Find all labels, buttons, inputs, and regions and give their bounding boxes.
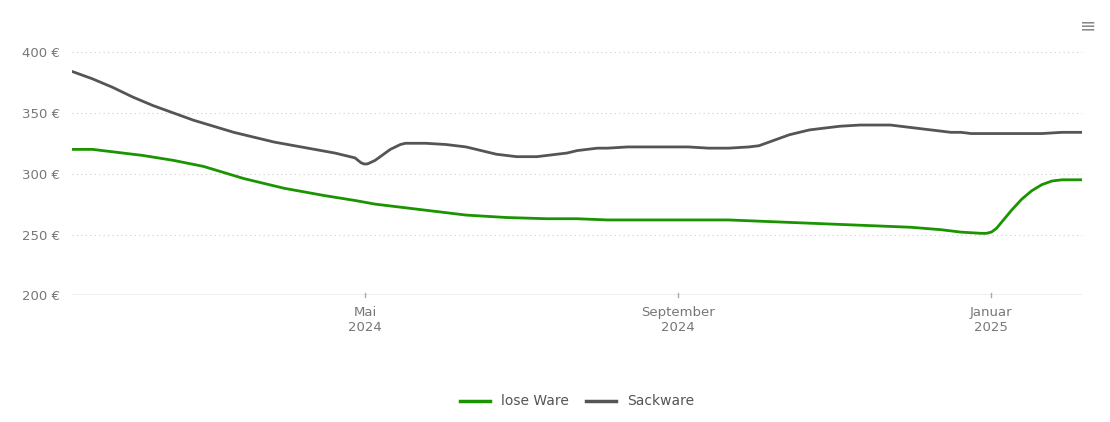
Legend: lose Ware, Sackware: lose Ware, Sackware bbox=[454, 389, 700, 414]
Text: ≡: ≡ bbox=[1080, 17, 1097, 36]
